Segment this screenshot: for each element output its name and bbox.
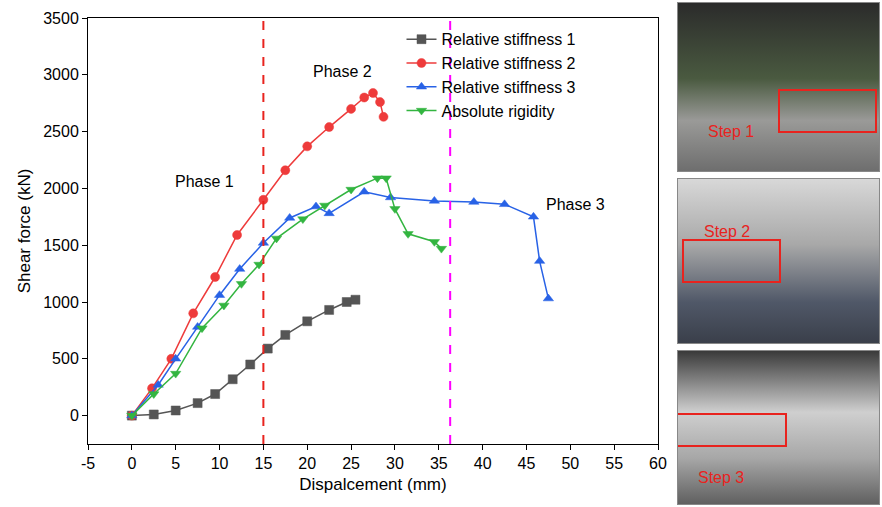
svg-text:25: 25 <box>342 455 360 472</box>
html-text:Step 1: Step 1 <box>708 123 755 140</box>
svg-text:Relative stiffness 3: Relative stiffness 3 <box>442 79 576 96</box>
svg-text:45: 45 <box>518 455 536 472</box>
svg-text:50: 50 <box>561 455 579 472</box>
svg-text:Absolute rigidity: Absolute rigidity <box>442 103 555 120</box>
svg-text:3000: 3000 <box>43 66 79 83</box>
svg-text:20: 20 <box>298 455 316 472</box>
svg-text:5: 5 <box>171 455 180 472</box>
svg-text:1000: 1000 <box>43 294 79 311</box>
html-text:Step 3: Step 3 <box>698 469 745 486</box>
svg-text:60: 60 <box>649 455 667 472</box>
svg-text:Relative stiffness 2: Relative stiffness 2 <box>442 55 576 72</box>
svg-text:3500: 3500 <box>43 10 79 27</box>
svg-text:Shear force (kN): Shear force (kN) <box>15 169 34 294</box>
svg-text:2500: 2500 <box>43 123 79 140</box>
svg-text:0: 0 <box>70 407 79 424</box>
svg-text:500: 500 <box>52 350 79 367</box>
svg-text:0: 0 <box>127 455 136 472</box>
svg-text:2000: 2000 <box>43 180 79 197</box>
svg-text:Relative stiffness 1: Relative stiffness 1 <box>442 31 576 48</box>
svg-text:10: 10 <box>211 455 229 472</box>
svg-text:15: 15 <box>254 455 272 472</box>
svg-text:1500: 1500 <box>43 237 79 254</box>
svg-text:55: 55 <box>605 455 623 472</box>
svg-text:Phase 2: Phase 2 <box>313 63 372 80</box>
svg-text:35: 35 <box>430 455 448 472</box>
svg-text:40: 40 <box>474 455 492 472</box>
svg-text:-5: -5 <box>81 455 95 472</box>
svg-text:30: 30 <box>386 455 404 472</box>
svg-text:Dispalcement (mm): Dispalcement (mm) <box>299 475 446 494</box>
html-text:Step 2: Step 2 <box>704 223 751 240</box>
svg-text:Phase 3: Phase 3 <box>546 196 605 213</box>
svg-text:Phase 1: Phase 1 <box>175 173 234 190</box>
